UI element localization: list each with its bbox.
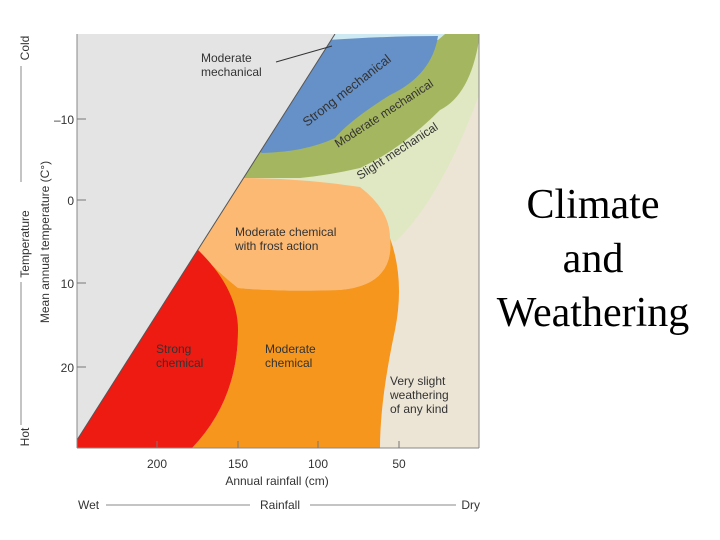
- slide-title: Climate and Weathering: [482, 178, 704, 340]
- y-tick-label: 10: [61, 277, 75, 291]
- leader-line: [275, 45, 333, 63]
- y-ticks: [77, 118, 86, 368]
- label-very-slight: Very slight weathering of any kind: [389, 374, 452, 416]
- x-tick-label: 100: [308, 457, 328, 471]
- x-outer-right-label: Dry: [461, 498, 480, 512]
- label-moderate-chemical: Moderate chemical: [265, 342, 319, 370]
- y-tick-label: –10: [54, 113, 74, 127]
- region-strong-chemical: [77, 248, 238, 448]
- label-moderate-mechanical: Moderate mechanical: [201, 51, 262, 79]
- y-tick-label: 0: [67, 194, 74, 208]
- x-ticks: [156, 441, 400, 448]
- title-line: Climate: [526, 182, 660, 228]
- y-tick-label: 20: [61, 361, 75, 375]
- region-moderate-chemical: [192, 238, 399, 448]
- x-tick-label: 200: [147, 457, 167, 471]
- y-outer-bottom-label: Hot: [18, 427, 32, 446]
- y-outer-top-label: Cold: [18, 36, 32, 61]
- title-line: and: [562, 236, 624, 282]
- x-outer-mid-label: Rainfall: [260, 498, 300, 512]
- title-line: Weathering: [496, 290, 690, 336]
- region-strong-mechanical: [258, 36, 438, 153]
- climate-limit-line: [77, 34, 336, 441]
- temperature-scale: Cold Temperature Hot: [18, 36, 32, 447]
- x-tick-label: 150: [228, 457, 248, 471]
- y-outer-mid-label: Temperature: [18, 210, 32, 278]
- plot-area: [77, 34, 479, 448]
- label-strong-chemical: Strong chemical: [156, 342, 203, 370]
- x-outer-left-label: Wet: [78, 498, 100, 512]
- region-moderate-chemical-frost: [196, 178, 391, 291]
- x-axis-label: Annual rainfall (cm): [225, 474, 328, 488]
- x-tick-label: 50: [392, 457, 406, 471]
- label-moderate-chemical-frost: Moderate chemical with frost action: [234, 225, 340, 253]
- y-axis-label: Mean annual temperature (C°): [38, 161, 52, 323]
